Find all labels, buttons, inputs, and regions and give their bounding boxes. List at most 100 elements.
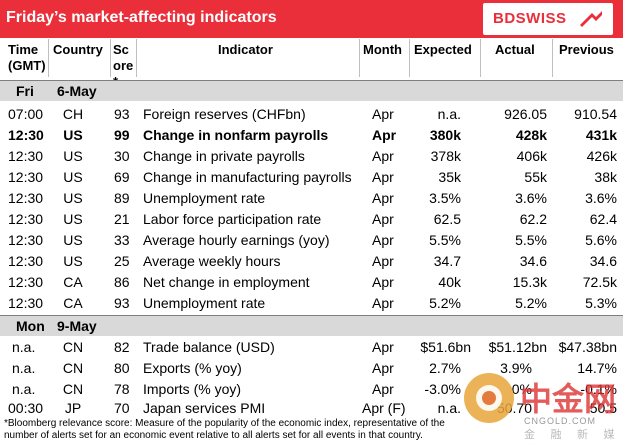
cell-indicator: Change in manufacturing payrolls: [143, 169, 352, 185]
cell-actual: 428k: [515, 127, 547, 143]
cell-score: 89: [114, 190, 130, 206]
cell-indicator: Net change in employment: [143, 274, 310, 290]
cell-country: US: [63, 148, 83, 164]
cell-actual: 34.6: [519, 253, 547, 269]
cell-previous: 34.6: [589, 253, 617, 269]
cell-time: 12:30: [8, 253, 44, 269]
section-header: Fri 6-May: [0, 80, 623, 101]
cell-expected: 40k: [438, 274, 461, 290]
cell-time: 07:00: [8, 106, 44, 122]
cell-indicator: Exports (% yoy): [143, 360, 242, 376]
cell-actual: 62.2: [519, 211, 547, 227]
cell-time: n.a.: [12, 339, 36, 355]
cell-actual: 0%: [511, 381, 532, 397]
cell-country: US: [63, 253, 83, 269]
cell-month: Apr: [372, 190, 394, 206]
cell-month: Apr: [372, 232, 394, 248]
cell-country: CN: [62, 381, 84, 397]
cell-indicator: Trade balance (USD): [143, 339, 275, 355]
cell-actual: 3.6%: [515, 190, 547, 206]
section-day: Mon: [16, 318, 45, 334]
cell-score: 33: [114, 232, 130, 248]
watermark-sub: CNGOLD.COM: [524, 416, 597, 426]
cell-indicator: Unemployment rate: [143, 190, 266, 206]
cell-country: US: [63, 169, 83, 185]
column-divider: [359, 39, 360, 77]
cell-month: Apr (F): [362, 400, 406, 416]
cell-month: Apr: [372, 106, 394, 122]
watermark-logo-icon: [464, 373, 514, 423]
header-country: Country: [53, 42, 103, 57]
cell-time: 12:30: [8, 211, 44, 227]
header-month: Month: [363, 42, 402, 57]
cell-time: 12:30: [8, 190, 44, 206]
cell-actual: 406k: [516, 148, 547, 164]
column-divider: [552, 39, 553, 77]
cell-time: 00:30: [8, 400, 44, 416]
cell-indicator: Average weekly hours: [143, 253, 281, 269]
header-expected: Expected: [414, 42, 472, 57]
cell-expected: -3.0%: [424, 381, 461, 397]
cell-month: Apr: [372, 339, 394, 355]
column-divider: [409, 39, 410, 77]
cell-score: 99: [114, 127, 130, 143]
cell-actual: 926.05: [504, 106, 547, 122]
section-date: 6-May: [57, 83, 97, 99]
cell-country: US: [63, 190, 83, 206]
table-row: n.a. CN 82 Trade balance (USD) Apr $51.6…: [0, 337, 623, 358]
cell-previous: 426k: [586, 148, 617, 164]
cell-time: 12:30: [8, 169, 44, 185]
cell-score: 21: [114, 211, 130, 227]
cell-actual: 15.3k: [512, 274, 547, 290]
cell-score: 78: [114, 381, 130, 397]
header-actual: Actual: [495, 42, 535, 57]
cell-expected: 34.7: [433, 253, 461, 269]
cell-previous: 38k: [594, 169, 617, 185]
logo-arrow-icon: [580, 11, 602, 27]
cell-previous: 431k: [585, 127, 617, 143]
cell-indicator: Change in private payrolls: [143, 148, 305, 164]
cell-actual: 5.2%: [515, 295, 547, 311]
cell-previous: 3.6%: [585, 190, 617, 206]
cell-time: n.a.: [12, 381, 36, 397]
page-title: Friday’s market-affecting indicators: [6, 9, 277, 26]
table-row: 12:30 US 25 Average weekly hours Apr 34.…: [0, 251, 623, 272]
header-previous: Previous: [559, 42, 614, 57]
table-row: 12:30 US 30 Change in private payrolls A…: [0, 146, 623, 167]
cell-month: Apr: [372, 274, 394, 290]
header-indicator: Indicator: [218, 42, 273, 57]
table-row: n.a. CN 80 Exports (% yoy) Apr 2.7% 3.9%…: [0, 358, 623, 379]
cell-time: n.a.: [12, 360, 36, 376]
cell-month: Apr: [372, 127, 397, 143]
cell-previous: 62.4: [589, 211, 617, 227]
cell-actual: 5.5%: [515, 232, 547, 248]
cell-country: CN: [62, 360, 84, 376]
cell-expected: n.a.: [437, 400, 461, 416]
cell-previous: 5.6%: [585, 232, 617, 248]
cell-indicator: Unemployment rate: [143, 295, 266, 311]
cell-indicator: Imports (% yoy): [143, 381, 242, 397]
cell-score: 86: [114, 274, 130, 290]
cell-indicator: Foreign reserves (CHFbn): [143, 106, 306, 122]
cell-score: 70: [114, 400, 130, 416]
header-time: Time (GMT): [8, 42, 46, 73]
cell-indicator: Average hourly earnings (yoy): [143, 232, 330, 248]
cell-previous: 5.3%: [585, 295, 617, 311]
cell-time: 12:30: [8, 232, 44, 248]
cell-score: 93: [114, 106, 130, 122]
logo-text: BDSWISS: [493, 10, 567, 27]
cell-expected: 5.2%: [429, 295, 461, 311]
column-divider: [136, 39, 137, 77]
cell-country: US: [63, 127, 83, 143]
watermark-text: 中金网: [520, 380, 617, 418]
cell-country: CH: [62, 106, 84, 122]
cell-month: Apr: [372, 295, 394, 311]
watermark-sub2: 金 融 新 媒 体: [524, 428, 621, 445]
cell-score: 69: [114, 169, 130, 185]
cell-month: Apr: [372, 253, 394, 269]
cell-actual: 3.9%: [500, 360, 532, 376]
cell-actual: 55k: [524, 169, 547, 185]
cell-score: 82: [114, 339, 130, 355]
cell-previous: -0.1%: [580, 381, 617, 397]
cell-country: CA: [63, 274, 83, 290]
